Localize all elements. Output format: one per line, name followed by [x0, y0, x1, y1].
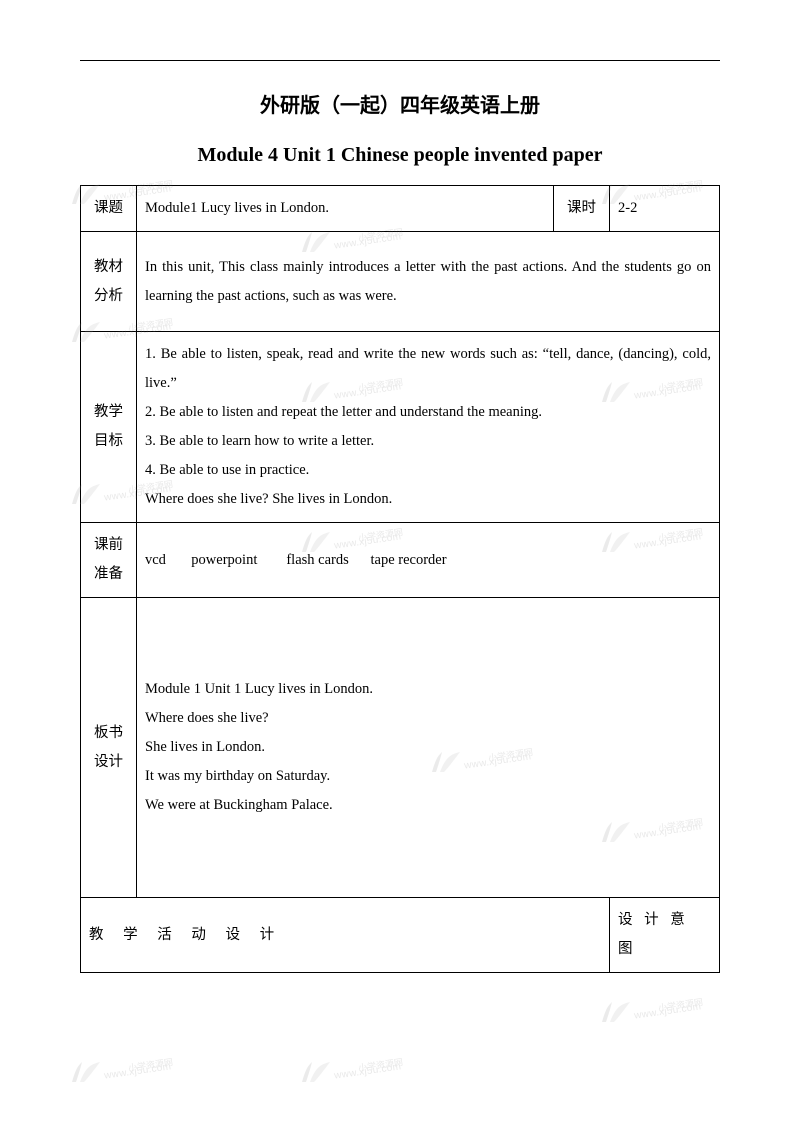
label-prep-l2: 准备 — [94, 566, 123, 582]
label-material-l1: 教材 — [94, 259, 123, 275]
text-board: Module 1 Unit 1 Lucy lives in London. Wh… — [137, 598, 720, 898]
label-prep-l1: 课前 — [94, 537, 123, 553]
goal-line: 1. Be able to listen, speak, read and wr… — [145, 340, 711, 398]
label-goal-l1: 教学 — [94, 404, 123, 420]
title-cn: 外研版（一起）四年级英语上册 — [80, 89, 720, 118]
row-board: 板书 设计 Module 1 Unit 1 Lucy lives in Lond… — [81, 598, 720, 898]
goal-line: 4. Be able to use in practice. — [145, 456, 711, 485]
row-bottom: 教 学 活 动 设 计 设 计 意 图 — [81, 898, 720, 973]
bottom-left: 教 学 活 动 设 计 — [81, 898, 610, 973]
top-rule — [80, 60, 720, 61]
label-keshi: 课时 — [554, 186, 610, 232]
board-line: It was my birthday on Saturday. — [145, 762, 711, 791]
bottom-right: 设 计 意 图 — [610, 898, 720, 973]
text-material: In this unit, This class mainly introduc… — [137, 232, 720, 332]
board-line: We were at Buckingham Palace. — [145, 791, 711, 820]
label-board-l2: 设计 — [94, 754, 123, 770]
value-keshi: 2-2 — [610, 186, 720, 232]
label-material-l2: 分析 — [94, 288, 123, 304]
goal-line: 3. Be able to learn how to write a lette… — [145, 427, 711, 456]
label-goal: 教学 目标 — [81, 332, 137, 523]
page: 外研版（一起）四年级英语上册 Module 4 Unit 1 Chinese p… — [0, 0, 800, 1132]
label-goal-l2: 目标 — [94, 433, 123, 449]
value-topic: Module1 Lucy lives in London. — [137, 186, 554, 232]
label-material: 教材 分析 — [81, 232, 137, 332]
goal-line: 2. Be able to listen and repeat the lett… — [145, 398, 711, 427]
goal-line: Where does she live? She lives in London… — [145, 485, 711, 514]
title-en: Module 4 Unit 1 Chinese people invented … — [80, 144, 720, 167]
row-topic: 课题 Module1 Lucy lives in London. 课时 2-2 — [81, 186, 720, 232]
row-prep: 课前 准备 vcd powerpoint flash cards tape re… — [81, 523, 720, 598]
label-board-l1: 板书 — [94, 725, 123, 741]
board-line: Module 1 Unit 1 Lucy lives in London. — [145, 675, 711, 704]
row-material: 教材 分析 In this unit, This class mainly in… — [81, 232, 720, 332]
label-board: 板书 设计 — [81, 598, 137, 898]
row-goal: 教学 目标 1. Be able to listen, speak, read … — [81, 332, 720, 523]
label-prep: 课前 准备 — [81, 523, 137, 598]
label-topic: 课题 — [81, 186, 137, 232]
text-goal: 1. Be able to listen, speak, read and wr… — [137, 332, 720, 523]
lesson-table: 课题 Module1 Lucy lives in London. 课时 2-2 … — [80, 185, 720, 973]
board-line: She lives in London. — [145, 733, 711, 762]
text-prep: vcd powerpoint flash cards tape recorder — [137, 523, 720, 598]
board-line: Where does she live? — [145, 704, 711, 733]
